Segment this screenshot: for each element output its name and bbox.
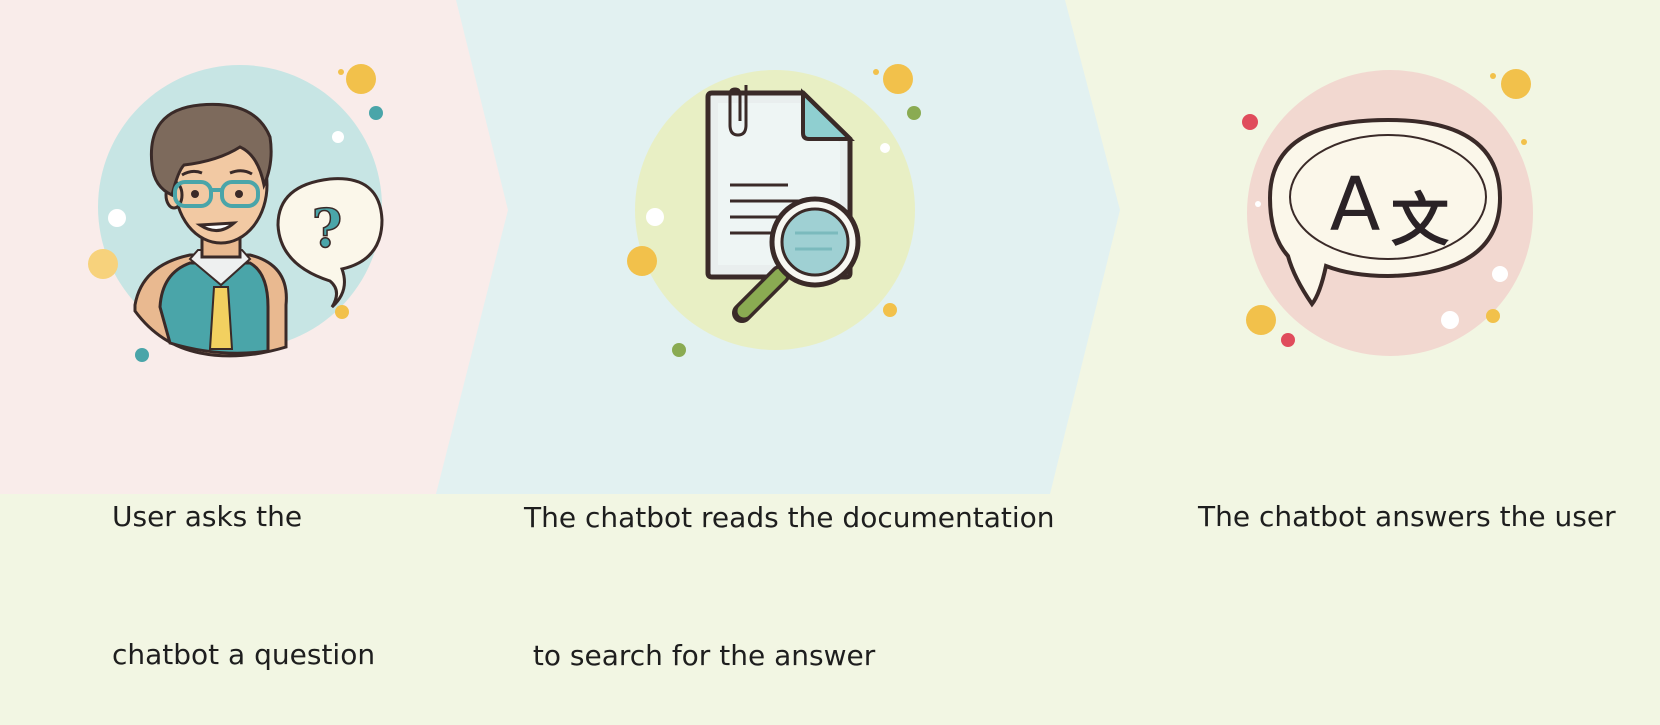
decor-dot (332, 131, 344, 143)
step-3-caption: The chatbot answers the user (1198, 402, 1616, 586)
decor-dot (1246, 305, 1276, 335)
document-search-icon (627, 64, 921, 357)
step-1-caption: User asks the chatbot a question (112, 402, 375, 724)
step-1-caption-line-1: User asks the (112, 500, 303, 533)
decor-dot (346, 64, 376, 94)
decor-dot (1242, 114, 1258, 130)
user-question-icon: ? (88, 64, 384, 362)
decor-dot (1501, 69, 1531, 99)
decor-dot (1490, 73, 1496, 79)
step-2-caption: The chatbot reads the documentation to s… (524, 403, 1055, 725)
decor-dot (672, 343, 686, 357)
decor-dot (883, 303, 897, 317)
translate-latin-glyph: A (1330, 162, 1381, 248)
decor-dot (883, 64, 913, 94)
decor-dot (1492, 266, 1508, 282)
decor-dot (369, 106, 383, 120)
step-1-caption-line-2: chatbot a question (112, 638, 376, 671)
translate-speech-bubble-icon: A 文 (1242, 69, 1533, 356)
translate-cjk-glyph: 文 (1391, 186, 1449, 254)
decor-dot (1281, 333, 1295, 347)
decor-dot (627, 246, 657, 276)
decor-dot (873, 69, 879, 75)
decor-dot (646, 208, 664, 226)
decor-dot (1441, 311, 1459, 329)
step-3-caption-line-1: The chatbot answers the user (1198, 500, 1616, 533)
decor-dot (338, 69, 344, 75)
step-2-caption-line-2: to search for the answer (524, 639, 876, 672)
step-2-caption-line-1: The chatbot reads the documentation (524, 501, 1055, 534)
decor-dot (88, 249, 118, 279)
decor-dot (108, 209, 126, 227)
decor-dot (1255, 201, 1261, 207)
question-mark-glyph: ? (312, 199, 342, 260)
decor-dot (335, 305, 349, 319)
decor-dot (1521, 139, 1527, 145)
decor-dot (880, 143, 890, 153)
decor-dot (135, 348, 149, 362)
decor-dot (1486, 309, 1500, 323)
decor-dot (907, 106, 921, 120)
